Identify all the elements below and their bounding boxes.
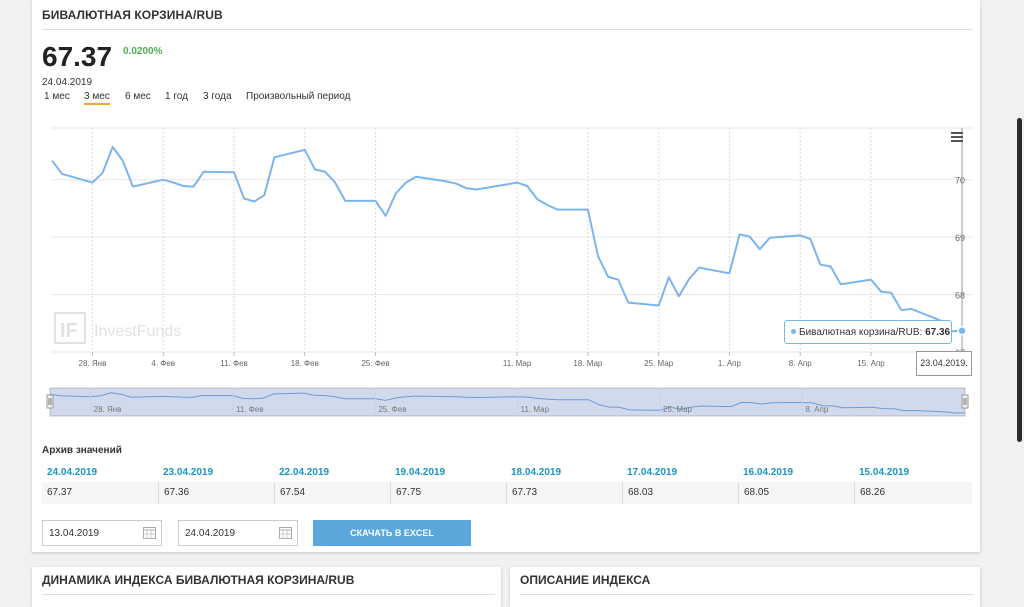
x-tick-label: 15. Апр xyxy=(857,359,885,368)
svg-text:IF: IF xyxy=(60,320,78,342)
archive-value-cell: 67.73 xyxy=(506,482,622,504)
y-tick-label: 68 xyxy=(955,291,965,301)
archive-value-cell: 67.75 xyxy=(390,482,506,504)
navigator-tick-label: 11. Фев xyxy=(236,405,264,414)
hamburger-menu-icon[interactable] xyxy=(951,132,963,142)
archive-title: Архив значений xyxy=(42,445,122,456)
x-tick-label: 4. Фев xyxy=(151,359,175,368)
x-tick-label: 28. Янв xyxy=(79,359,107,368)
date-to-value: 24.04.2019 xyxy=(185,528,236,539)
title-divider xyxy=(42,29,972,30)
x-tick-label: 11. Фев xyxy=(220,359,248,368)
archive-date-cell: 16.04.2019 xyxy=(743,467,794,478)
price-change: 0.0200% xyxy=(123,46,163,57)
navigator-tick-label: 28. Янв xyxy=(94,405,122,414)
y-tick-label: 69 xyxy=(955,233,965,243)
x-tick-label: 18. Мар xyxy=(573,359,603,368)
series-line xyxy=(51,146,963,333)
navigator-handle-icon[interactable] xyxy=(961,394,969,409)
index-chart[interactable]: 28. Янв 4. Фев 11. Фев 18. Фев 25. Фев 11. Ма… xyxy=(32,0,980,430)
archive-value-cell: 67.36 xyxy=(158,482,274,504)
period-3-months[interactable]: 3 мес xyxy=(84,91,110,105)
tooltip-series-dot xyxy=(791,329,796,334)
archive-date-cell: 19.04.2019 xyxy=(395,467,446,478)
archive-date-cell: 18.04.2019 xyxy=(511,467,562,478)
period-1-year[interactable]: 1 год xyxy=(165,91,188,102)
navigator-series-line xyxy=(49,392,966,414)
x-tick-label: 8. Апр xyxy=(789,359,813,368)
page-scrollbar-thumb[interactable] xyxy=(1017,118,1022,442)
x-tick-label: 11. Мар xyxy=(503,359,532,368)
archive-value-cell: 68.26 xyxy=(854,482,970,504)
watermark-text: InvestFunds xyxy=(94,323,181,340)
calendar-icon[interactable] xyxy=(143,526,156,539)
archive-header-row: 24.04.2019 23.04.2019 22.04.2019 19.04.2019… xyxy=(42,463,972,481)
navigator-handle-icon[interactable] xyxy=(46,394,54,409)
tooltip-series-name: Бивалютная корзина/RUB: xyxy=(799,327,923,338)
date-to-field[interactable]: 24.04.2019 xyxy=(178,520,298,546)
archive-value-cell: 68.05 xyxy=(738,482,854,504)
dynamics-card-title: ДИНАМИКА ИНДЕКСА БИВАЛЮТНАЯ КОРЗИНА/RUB xyxy=(42,573,355,587)
archive-value-cell: 67.54 xyxy=(274,482,390,504)
x-tick-label: 1. Апр xyxy=(718,359,742,368)
dynamics-card-divider xyxy=(42,594,495,595)
navigator-tick-label: 25. Мар xyxy=(663,405,693,414)
hover-point-marker xyxy=(957,325,967,336)
archive-date-cell: 15.04.2019 xyxy=(859,467,910,478)
card-title: БИВАЛЮТНАЯ КОРЗИНА/RUB xyxy=(42,8,223,22)
date-from-field[interactable]: 13.04.2019 xyxy=(42,520,162,546)
description-card-title: ОПИСАНИЕ ИНДЕКСА xyxy=(520,573,651,587)
period-1-month[interactable]: 1 мес xyxy=(44,91,70,102)
navigator-tick-label: 25. Фев xyxy=(378,405,406,414)
crosshair-date-label: 23.04.2019. xyxy=(916,351,972,376)
archive-date-cell: 17.04.2019 xyxy=(627,467,678,478)
navigator-tick-label: 8. Апр xyxy=(805,405,829,414)
x-tick-label: 25. Фев xyxy=(361,359,389,368)
period-custom[interactable]: Произвольный период xyxy=(246,91,351,102)
archive-date-cell: 22.04.2019 xyxy=(279,467,330,478)
price-date: 24.04.2019 xyxy=(42,77,93,88)
x-tick-label: 18. Фев xyxy=(291,359,319,368)
x-tick-label: 25. Мар xyxy=(644,359,674,368)
archive-date-cell: 23.04.2019 xyxy=(163,467,214,478)
tooltip-value: 67.36 xyxy=(925,327,951,338)
description-card: ОПИСАНИЕ ИНДЕКСА xyxy=(510,567,980,607)
dynamics-card: ДИНАМИКА ИНДЕКСА БИВАЛЮТНАЯ КОРЗИНА/RUB xyxy=(32,567,501,607)
period-3-years[interactable]: 3 года xyxy=(203,91,232,102)
y-tick-label: 70 xyxy=(955,176,965,186)
archive-value-cell: 68.03 xyxy=(622,482,738,504)
archive-value-cell: 67.37 xyxy=(47,487,73,498)
index-card: БИВАЛЮТНАЯ КОРЗИНА/RUB 67.37 0.0200% 24.… xyxy=(32,0,980,552)
description-card-divider xyxy=(520,594,974,595)
calendar-icon[interactable] xyxy=(279,526,292,539)
date-from-value: 13.04.2019 xyxy=(49,528,100,539)
navigator-tick-label: 11. Мар xyxy=(521,405,550,414)
archive-values-row: 67.37 67.36 67.54 67.75 67.73 68.03 68.05 68.26 xyxy=(42,482,972,504)
chart-tooltip: Бивалютная корзина/RUB: 67.36 xyxy=(784,320,952,344)
archive-date-cell: 24.04.2019 xyxy=(47,467,98,478)
current-price: 67.37 xyxy=(42,41,113,72)
investfunds-watermark: IF InvestFunds xyxy=(54,312,181,344)
period-6-months[interactable]: 6 мес xyxy=(125,91,151,102)
download-excel-button[interactable]: СКАЧАТЬ В EXCEL xyxy=(313,520,471,546)
navigator-selected-range[interactable] xyxy=(50,388,965,416)
